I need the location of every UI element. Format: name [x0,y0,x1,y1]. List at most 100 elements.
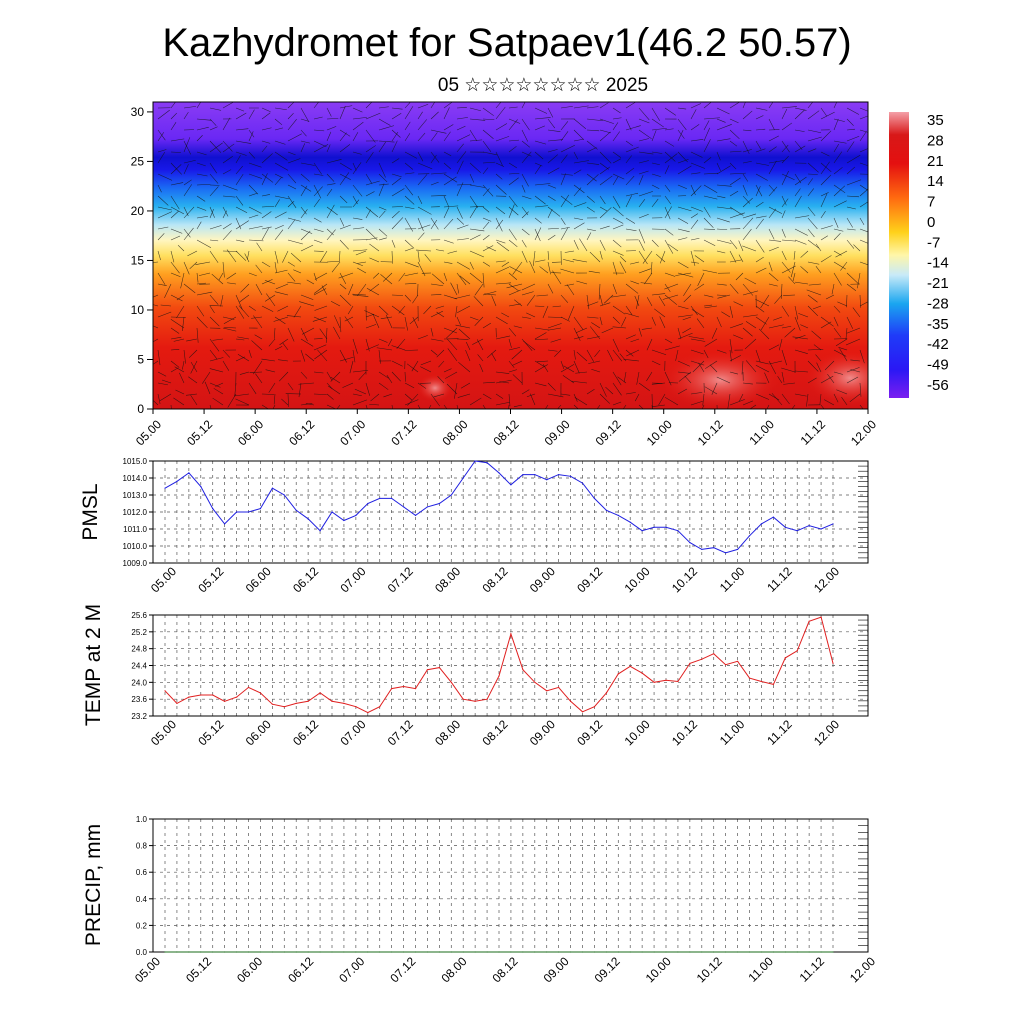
wind-vector [423,305,432,315]
wind-vector [651,173,661,177]
wind-vector [599,166,611,175]
wind-vector [807,129,822,134]
wind-vector [846,316,853,329]
wind-vector [586,106,599,109]
x-tick-label: 06.00 [243,564,274,595]
x-tick-label: 10.12 [669,564,700,595]
wind-vector [417,132,426,142]
wind-vector [534,217,542,224]
wind-vector [365,112,381,120]
wind-vector [255,264,263,274]
wind-vector [742,140,750,155]
wind-vector [625,305,633,316]
wind-vector [300,184,312,192]
wind-vector [859,129,868,133]
wind-vector [690,237,700,241]
wind-vector [443,207,450,219]
wind-vector [176,305,185,319]
wind-vector [456,125,466,131]
wind-vector [859,148,868,153]
wind-vector [469,184,486,188]
wind-vector [357,283,367,297]
wind-vector [859,228,868,233]
wind-vector [547,393,564,398]
x-tick-label: 09.00 [542,417,573,448]
wind-vector [300,371,308,379]
wind-vector [326,204,335,219]
wind-vector [349,360,354,374]
wind-vector [486,246,497,252]
data-point [581,482,584,484]
wind-vector [456,217,465,225]
x-tick-label: 11.00 [745,954,776,985]
data-point [462,951,464,953]
wind-vector [261,358,276,362]
wind-vector [274,211,287,219]
wind-vector [716,228,728,230]
data-point [808,525,810,527]
wind-vector [364,310,380,318]
wind-vector [378,371,389,379]
wind-vector [833,316,839,327]
wind-vector [170,294,183,302]
wind-vector [833,184,846,194]
wind-vector [378,183,385,197]
data-point [367,951,369,953]
wind-vector [586,316,599,319]
wind-vector [521,151,532,164]
wind-vector [738,240,744,252]
wind-vector [557,404,562,409]
data-point [558,686,560,689]
x-tick-label: 05.00 [132,954,163,985]
wind-vector [287,327,295,342]
wind-vector [198,272,211,276]
wind-vector [758,328,770,340]
data-point [295,951,297,953]
wind-vector [482,129,494,139]
wind-vector [784,327,796,338]
wind-vector [859,404,864,409]
wind-vector [651,184,660,189]
wind-vector [534,332,547,340]
data-point [677,680,679,683]
x-tick-label: 07.12 [388,417,419,448]
wind-vector [781,367,796,373]
wind-vector [352,117,367,120]
wind-vector [173,397,185,406]
wind-vector [547,283,554,294]
y-axis-label: PRECIP, mm [82,824,105,946]
wind-vector [623,358,640,362]
wind-vector [702,269,718,274]
wind-vector [261,227,269,241]
wind-vector [287,119,297,131]
wind-vector [313,316,327,323]
wind-vector [456,134,471,142]
x-tick-label: 06.00 [234,954,265,985]
wind-vector [586,349,595,363]
wind-vector [636,294,640,309]
wind-vector [547,323,562,329]
wind-vector [313,228,324,233]
wind-vector [560,217,566,225]
wind-vector [157,382,168,386]
wind-vector [378,228,388,237]
wind-vector [430,129,447,134]
wind-vector [443,404,448,409]
wind-vector [547,167,560,175]
wind-vector [261,279,273,285]
wind-vector [512,261,523,275]
wind-vector [430,294,442,296]
wind-vector [833,261,846,270]
wind-vector [508,177,519,186]
y-tick-label: 0.4 [136,895,148,904]
wind-vector [521,239,527,248]
wind-vector [846,294,848,308]
wind-vector [347,305,354,315]
wind-vector [677,272,694,278]
data-point [558,474,560,476]
wind-vector [273,316,289,322]
wind-vector [755,305,765,313]
wind-vector [404,151,418,159]
data-point [725,552,727,554]
